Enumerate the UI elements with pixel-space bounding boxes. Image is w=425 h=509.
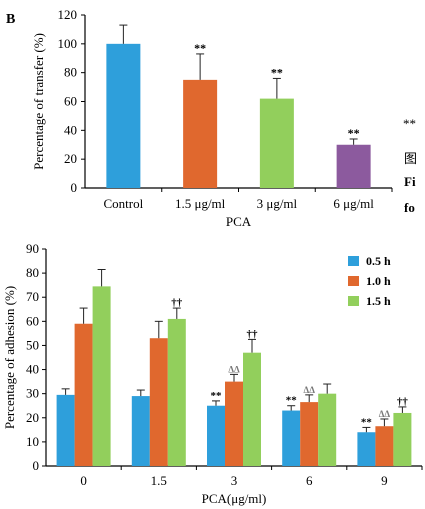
y-tick-label: 20 — [64, 151, 77, 166]
y-tick-label: 30 — [26, 386, 39, 401]
legend-label: 1.0 h — [366, 274, 391, 288]
transfer-chart: 0 20 40 60 80 100 120 Control ** 1.5 μg/ml ** 3 μg/… — [31, 7, 393, 229]
bar — [131, 396, 150, 466]
y-tick-label: 70 — [26, 289, 39, 304]
x-tick-label: 6 μg/ml — [333, 196, 374, 211]
bar — [183, 79, 218, 188]
x-tick-label: 3 μg/ml — [257, 196, 298, 211]
y-tick-label: 100 — [58, 36, 78, 51]
x-tick-label: 6 — [306, 473, 313, 488]
x-tick-label: 1.5 — [151, 473, 167, 488]
bar — [375, 426, 394, 466]
significance-mark: ** — [211, 390, 223, 402]
bar — [207, 405, 225, 466]
y-axis-title: Percentage of transfer (%) — [31, 33, 46, 170]
x-tick-label: Control — [104, 196, 144, 211]
legend-label: 1.5 h — [366, 294, 391, 308]
bar — [357, 432, 376, 466]
significance-mark: ** — [361, 416, 373, 428]
side-fragment-fo: fo — [404, 200, 415, 215]
adhesion-chart: 0 10 20 30 40 50 60 70 80 90 0 †† 1.5 ** ΔΔ †† 3 ** ΔΔ 6 ** Δ… — [2, 241, 423, 506]
y-tick-label: 0 — [71, 180, 78, 195]
y-tick-label: 40 — [64, 122, 77, 137]
bar — [106, 43, 141, 189]
significance-mark: ΔΔ — [379, 409, 391, 419]
significance-mark: ** — [271, 65, 283, 79]
bar — [318, 393, 337, 466]
legend-swatch — [348, 276, 359, 286]
significance-mark: †† — [397, 396, 409, 408]
significance-mark: ΔΔ — [304, 385, 316, 395]
y-tick-label: 60 — [64, 94, 77, 109]
y-tick-label: 0 — [33, 458, 40, 473]
x-tick-label: 9 — [381, 473, 388, 488]
bar — [92, 286, 111, 466]
legend-label: 0.5 h — [366, 254, 391, 268]
y-tick-label: 50 — [26, 337, 39, 352]
y-tick-label: 20 — [26, 410, 39, 425]
legend-swatch — [348, 296, 359, 306]
y-tick-label: 80 — [64, 65, 77, 80]
bar — [259, 98, 294, 188]
x-tick-label: 0 — [80, 473, 87, 488]
side-fragment-fi: Fi — [404, 174, 416, 189]
legend-swatch — [348, 256, 359, 266]
side-fragment-stars: ** — [403, 116, 416, 131]
y-tick-label: 10 — [26, 434, 39, 449]
bar — [393, 412, 412, 466]
significance-mark: ** — [348, 126, 360, 140]
bar — [56, 394, 75, 466]
panel-label: B — [6, 12, 16, 27]
significance-mark: ** — [194, 41, 206, 55]
y-tick-label: 40 — [26, 362, 39, 377]
significance-mark: ** — [286, 395, 298, 407]
significance-mark: †† — [171, 297, 183, 309]
y-tick-label: 90 — [26, 241, 39, 256]
bar — [225, 381, 243, 466]
bar — [74, 323, 93, 466]
bar — [282, 410, 301, 466]
significance-mark: †† — [247, 328, 259, 340]
bar — [167, 318, 186, 466]
x-axis-title: PCA(μg/ml) — [202, 491, 267, 506]
x-tick-label: 1.5 μg/ml — [175, 196, 226, 211]
y-tick-label: 80 — [26, 265, 39, 280]
side-fragment-cjk: 图 — [404, 151, 418, 166]
bar — [243, 352, 261, 466]
y-axis-title: Percentage of adhesion (%) — [2, 286, 17, 429]
bar — [300, 402, 319, 466]
significance-mark: ΔΔ — [228, 364, 240, 374]
bar — [336, 144, 371, 188]
x-tick-label: 3 — [231, 473, 238, 488]
x-axis-title: PCA — [226, 214, 252, 229]
bar — [149, 338, 168, 466]
y-tick-label: 120 — [58, 7, 78, 22]
y-tick-label: 60 — [26, 313, 39, 328]
